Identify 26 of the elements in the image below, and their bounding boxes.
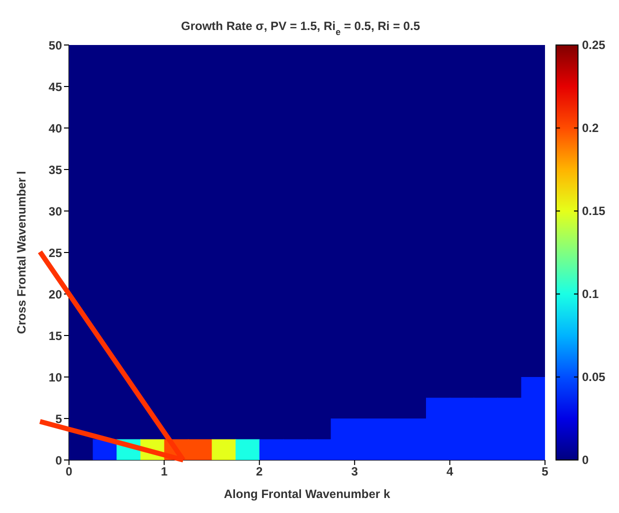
x-axis-title: Along Frontal Wavenumber k xyxy=(224,487,390,501)
x-tick-label: 2 xyxy=(256,464,264,479)
x-tick-label: 1 xyxy=(160,464,168,479)
y-tick-label: 25 xyxy=(48,246,62,260)
y-tick-label: 45 xyxy=(48,80,62,94)
x-tick-label: 0 xyxy=(66,464,73,479)
x-tick-label: 5 xyxy=(542,464,549,479)
y-axis-title: Cross Frontal Wavenumber l xyxy=(14,171,28,334)
y-tick-label: 20 xyxy=(48,287,62,302)
y-tick-label: 10 xyxy=(48,370,62,384)
chart-title: Growth Rate σ, PV = 1.5, Ri$_{e}$ = 0.5, Ri = 0.5 xyxy=(181,19,420,37)
color-bar-label: 0.25 xyxy=(582,38,606,52)
color-bar-label: 0.05 xyxy=(582,370,606,384)
y-tick-label: 40 xyxy=(48,121,62,136)
color-bar-label: 0 xyxy=(582,453,589,467)
y-tick-label: 30 xyxy=(48,204,62,218)
x-tick-label: 3 xyxy=(351,464,358,479)
color-bar-label: 0.15 xyxy=(582,204,606,218)
y-tick-label: 35 xyxy=(48,162,62,177)
x-tick-label: 4 xyxy=(446,464,454,479)
y-tick-label: 5 xyxy=(55,412,62,426)
color-bar-label: 0.1 xyxy=(582,287,600,301)
y-tick-label: 0 xyxy=(55,453,62,468)
color-bar-label: 0.2 xyxy=(582,121,600,135)
y-tick-label: 15 xyxy=(48,328,62,343)
y-tick-label: 50 xyxy=(48,38,62,52)
